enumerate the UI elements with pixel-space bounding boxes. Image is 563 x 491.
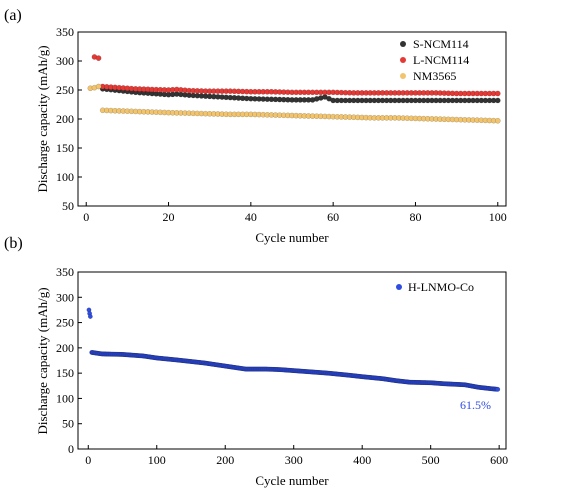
panel-a-xlabel: Cycle number [255, 230, 329, 245]
x-tick-label: 600 [490, 453, 508, 467]
panel-a-legend: S-NCM114 L-NCM114 NM3565 [400, 37, 469, 83]
x-tick-label: 40 [245, 210, 257, 224]
legend-label-nm3565: NM3565 [413, 69, 456, 83]
y-tick-label: 0 [68, 442, 74, 456]
y-tick-label: 350 [56, 25, 74, 39]
x-tick-label: 0 [83, 210, 89, 224]
legend-marker-nm3565 [400, 73, 406, 79]
legend-label-h-lnmo-co: H-LNMO-Co [408, 280, 474, 294]
y-tick-label: 100 [56, 170, 74, 184]
data-point [87, 314, 93, 319]
panel-b: (b) 0 100 200 300 400 500 600 0 50 100 150 200 250 30… [4, 235, 508, 488]
y-tick-label: 200 [56, 341, 74, 355]
data-point [494, 97, 501, 104]
legend-label-s-ncm114: S-NCM114 [413, 37, 469, 51]
y-tick-label: 300 [56, 290, 74, 304]
data-point [95, 55, 102, 61]
y-tick-label: 150 [56, 366, 74, 380]
y-tick-label: 100 [56, 391, 74, 405]
x-tick-label: 200 [216, 453, 234, 467]
panel-b-label: (b) [4, 235, 23, 252]
panel-a-label: (a) [4, 7, 22, 24]
y-tick-label: 350 [56, 265, 74, 279]
x-tick-label: 0 [85, 453, 91, 467]
panel-b-points [86, 307, 501, 392]
legend-marker-s-ncm114 [400, 41, 406, 47]
x-tick-label: 100 [489, 210, 507, 224]
retention-annotation: 61.5% [460, 398, 491, 412]
panel-a-points [87, 54, 501, 124]
panel-a-ticks: 0 20 40 60 80 100 50 100 150 200 250 300 350 [56, 25, 507, 224]
panel-b-legend: H-LNMO-Co [396, 280, 474, 294]
legend-marker-l-ncm114 [400, 57, 406, 63]
panel-b-plot-frame [77, 271, 507, 450]
panel-b-xlabel: Cycle number [255, 473, 329, 488]
panel-a: (a) 0 20 40 60 80 100 50 100 150 200 250 300 350 Cyc… [4, 7, 507, 245]
x-tick-label: 500 [422, 453, 440, 467]
y-tick-label: 250 [56, 83, 74, 97]
data-point [494, 117, 501, 124]
x-tick-label: 300 [285, 453, 303, 467]
y-tick-label: 200 [56, 112, 74, 126]
x-tick-label: 400 [353, 453, 371, 467]
legend-label-l-ncm114: L-NCM114 [413, 53, 469, 67]
x-tick-label: 80 [409, 210, 421, 224]
x-tick-label: 100 [148, 453, 166, 467]
legend-marker-h-lnmo-co [396, 284, 402, 290]
y-tick-label: 150 [56, 141, 74, 155]
y-tick-label: 300 [56, 54, 74, 68]
y-tick-label: 50 [62, 199, 74, 213]
data-point [95, 83, 102, 90]
panel-b-ylabel: Discharge capacity (mAh/g) [35, 287, 50, 434]
panel-a-ylabel: Discharge capacity (mAh/g) [35, 45, 50, 192]
data-point [494, 90, 501, 97]
x-tick-label: 60 [327, 210, 339, 224]
x-tick-label: 20 [163, 210, 175, 224]
panel-b-ticks: 0 100 200 300 400 500 600 0 50 100 150 200 250 300 350 [56, 265, 508, 467]
y-tick-label: 250 [56, 316, 74, 330]
y-tick-label: 50 [62, 417, 74, 431]
data-point [495, 386, 501, 392]
